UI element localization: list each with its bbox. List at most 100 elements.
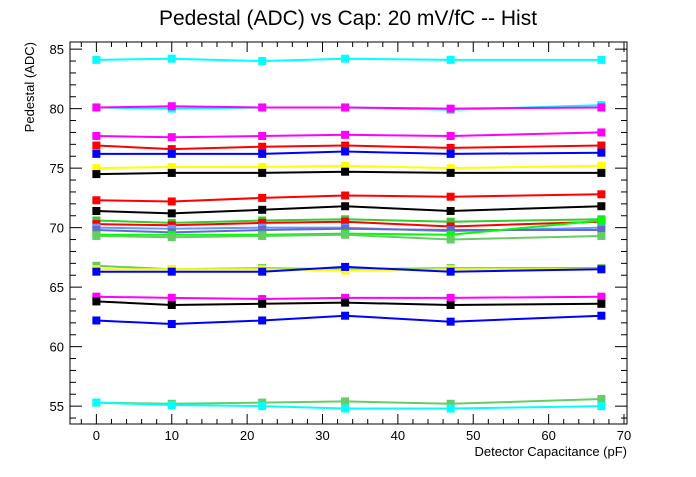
data-point [597,402,606,411]
data-point [92,297,101,306]
x-tick-label: 70 [617,428,631,443]
y-tick-label: 70 [50,221,64,236]
data-point [258,231,267,240]
y-tick-label: 75 [50,161,64,176]
data-point [597,128,606,137]
series-line-20 [96,295,602,301]
series-line-4 [96,131,602,139]
data-point [167,197,176,206]
data-point [446,267,455,276]
data-point [167,400,176,409]
x-tick-label: 0 [93,428,100,443]
data-point [258,295,267,304]
data-point [446,164,455,173]
data-point [258,142,267,151]
series-line-22 [96,314,602,326]
data-point [597,216,606,225]
data-point [446,143,455,152]
data-point [167,293,176,302]
data-point [446,206,455,215]
data-point [446,104,455,113]
data-point [167,267,176,276]
data-point [167,168,176,177]
y-tick-label: 80 [50,102,64,117]
data-point [446,192,455,201]
series-line-3 [96,105,602,110]
data-point [446,226,455,235]
data-point [92,149,101,158]
data-point [167,233,176,242]
data-point [167,209,176,218]
data-point [258,226,267,235]
data-point [597,190,606,199]
data-point [446,217,455,226]
series-line-16 [96,233,602,241]
data-point [341,130,350,139]
x-tick-label: 40 [391,428,405,443]
data-point [341,103,350,112]
y-tick-label: 55 [50,399,64,414]
data-point [167,149,176,158]
series-line-11 [96,218,602,224]
data-point [341,404,350,413]
data-point [92,132,101,141]
data-point [341,141,350,150]
data-point [446,149,455,158]
data-point [92,55,101,64]
data-point [597,292,606,301]
data-point [341,298,350,307]
data-point [341,191,350,200]
y-tick-label: 65 [50,280,64,295]
data-point [258,132,267,141]
series-line-6 [96,150,602,155]
data-point [258,218,267,227]
data-point [167,133,176,142]
data-point [597,103,606,112]
y-axis-label: Pedestal (ADC) [22,42,37,132]
data-point [92,206,101,215]
data-point [167,145,176,154]
series-line-21 [96,300,602,307]
y-tick-label: 60 [50,340,64,355]
data-point [597,202,606,211]
series-line-24 [96,401,602,410]
data-point [597,299,606,308]
series-line-9 [96,193,602,203]
data-point [92,164,101,173]
series-line-19 [96,265,602,273]
data-point [597,141,606,150]
data-point [446,230,455,239]
data-point [258,57,267,66]
data-point [92,292,101,301]
series-line-12 [96,220,602,228]
data-point [597,226,606,235]
chart-title: Pedestal (ADC) vs Cap: 20 mV/fC -- Hist [159,7,537,30]
data-point [341,161,350,170]
data-point [446,404,455,413]
data-point [258,402,267,411]
data-point [446,399,455,408]
data-point [446,300,455,309]
x-tick-label: 50 [466,428,480,443]
series-line-14 [96,227,602,234]
x-axis-label: Detector Capacitance (pF) [475,444,627,459]
series-line-15 [96,219,602,236]
data-point [341,230,350,239]
data-point [258,149,267,158]
data-point [446,55,455,64]
series-line-5 [96,144,602,151]
data-point [92,141,101,150]
series-line-8 [96,170,602,176]
data-point [341,167,350,176]
data-point [258,205,267,214]
data-point [258,267,267,276]
x-tick-label: 20 [240,428,254,443]
data-point [258,299,267,308]
series-line-1 [96,57,602,63]
data-point [167,162,176,171]
data-point [92,226,101,235]
data-point [597,161,606,170]
data-point [92,398,101,407]
data-point [167,320,176,329]
